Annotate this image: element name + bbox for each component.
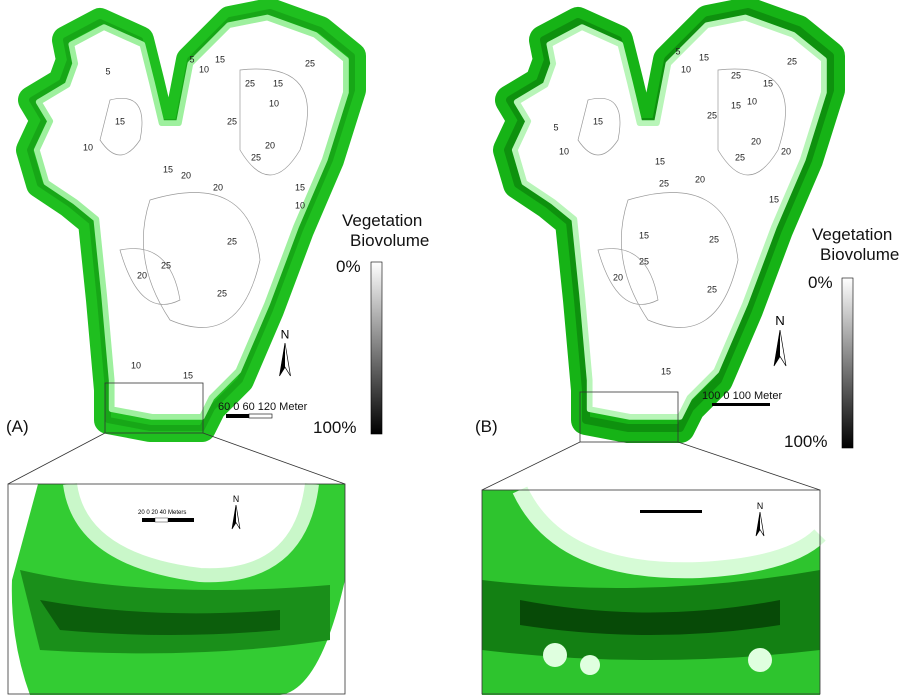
- contour-label: 15: [763, 78, 773, 88]
- contour-label: 25: [245, 78, 255, 88]
- contour-label: 10: [131, 360, 141, 370]
- contour-label: 25: [731, 70, 741, 80]
- panel-label: (A): [6, 417, 29, 436]
- inset-b: [482, 490, 820, 695]
- contour-label: 10: [199, 64, 209, 74]
- contour-label: 25: [217, 288, 227, 298]
- legend-top: 0%: [336, 257, 361, 276]
- inset-scale-label: 20 0 20 40 Meters: [138, 510, 186, 516]
- panel-label: (B): [475, 417, 498, 436]
- north-label: N: [757, 501, 763, 511]
- contour-label: 15: [273, 78, 283, 88]
- contour-label: 15: [593, 116, 603, 126]
- contour-label: 15: [215, 54, 225, 64]
- contour-label: 10: [295, 200, 305, 210]
- contour-label: 25: [251, 152, 261, 162]
- figure: Vegetation Biovolume 0% 100% Vegetation …: [0, 0, 920, 695]
- scale-bar: [226, 414, 272, 418]
- contour-label: 20: [137, 270, 147, 280]
- contour-label: 15: [731, 100, 741, 110]
- contour-label: 10: [559, 146, 569, 156]
- contour-label: 15: [661, 366, 671, 376]
- legend-top: 0%: [808, 273, 833, 292]
- legend-title: Biovolume: [820, 245, 899, 264]
- contour-label: 25: [787, 56, 797, 66]
- legend-title: Vegetation: [812, 225, 892, 244]
- contour-label: 15: [769, 194, 779, 204]
- contour-label: 20: [781, 146, 791, 156]
- contour-label: 25: [305, 58, 315, 68]
- contour-label: 20: [695, 174, 705, 184]
- inset-scale-bar: [142, 518, 194, 522]
- contour-label: 10: [747, 96, 757, 106]
- north-label: N: [281, 328, 290, 342]
- contour-label: 20: [213, 182, 223, 192]
- scale-bar-label: 100 0 100 Meter: [702, 390, 782, 402]
- scale-bar: [712, 403, 770, 406]
- contour-label: 20: [613, 272, 623, 282]
- contour-label: 5: [553, 122, 558, 132]
- legend-ramp-a: [371, 262, 382, 434]
- contour-label: 25: [707, 110, 717, 120]
- contour-label: 15: [163, 164, 173, 174]
- contour-label: 20: [265, 140, 275, 150]
- contour-label: 15: [699, 52, 709, 62]
- contour-label: 25: [709, 234, 719, 244]
- panel-a-map: [30, 12, 352, 428]
- contour-label: 25: [161, 260, 171, 270]
- legend-bottom: 100%: [313, 418, 356, 437]
- contour-label: 15: [639, 230, 649, 240]
- contour-label: 20: [181, 170, 191, 180]
- inset-scale-bar: [640, 510, 702, 513]
- north-label: N: [775, 313, 785, 328]
- legend-bottom: 100%: [784, 432, 827, 451]
- contour-label: 10: [83, 142, 93, 152]
- legend-ramp-b: [842, 278, 853, 448]
- contour-label: 20: [751, 136, 761, 146]
- contour-label: 25: [227, 236, 237, 246]
- contour-label: 5: [105, 66, 110, 76]
- north-label: N: [233, 494, 239, 504]
- contour-label: 10: [681, 64, 691, 74]
- contour-label: 15: [295, 182, 305, 192]
- contour-label: 25: [227, 116, 237, 126]
- contour-label: 25: [659, 178, 669, 188]
- legend-title: Biovolume: [350, 231, 429, 250]
- contour-label: 25: [707, 284, 717, 294]
- contour-label: 25: [735, 152, 745, 162]
- legend-title: Vegetation: [342, 211, 422, 230]
- contour-label: 15: [115, 116, 125, 126]
- scale-bar-label: 60 0 60 120 Meter: [218, 401, 308, 413]
- contour-label: 25: [639, 256, 649, 266]
- contour-label: 15: [183, 370, 193, 380]
- contour-label: 5: [675, 46, 680, 56]
- contour-label: 15: [655, 156, 665, 166]
- contour-label: 10: [269, 98, 279, 108]
- contour-label: 5: [189, 54, 194, 64]
